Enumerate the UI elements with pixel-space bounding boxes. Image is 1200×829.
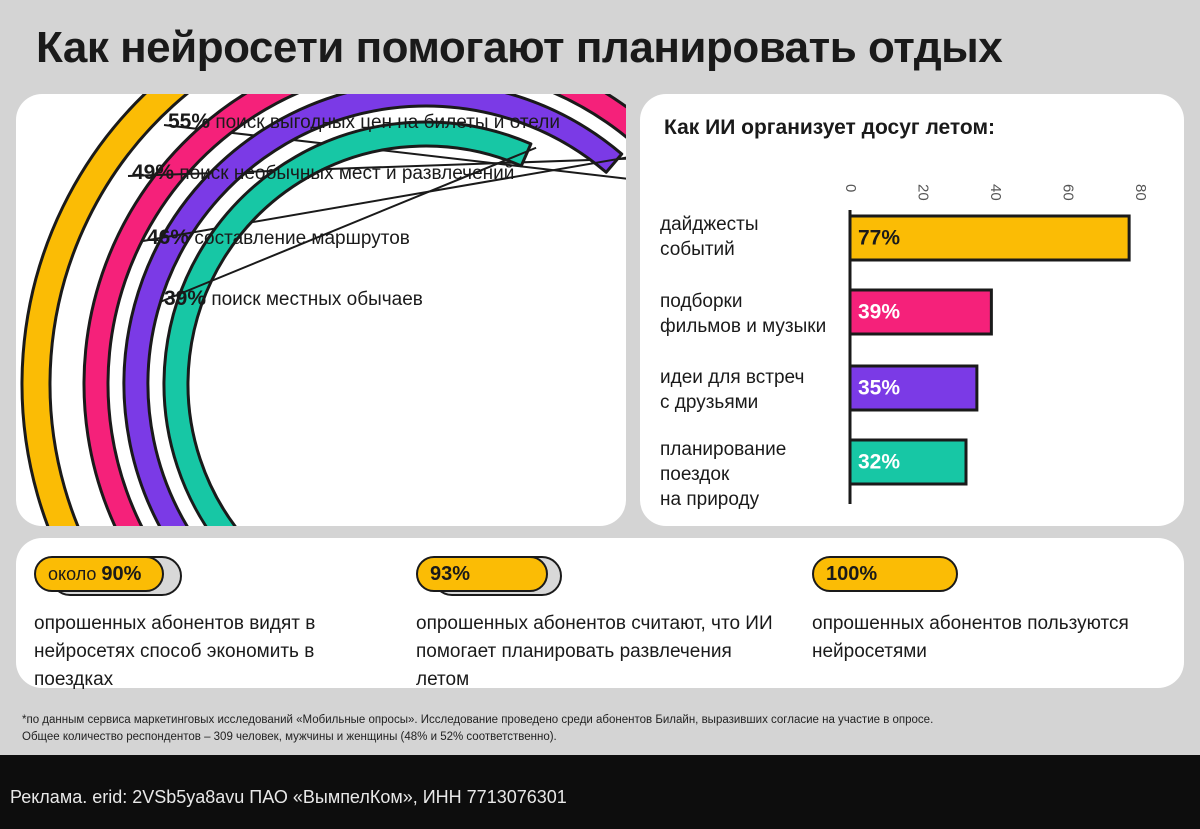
bar-value-label-3: 32% bbox=[858, 451, 900, 474]
stats-panel: около 90% опрошенных абонентов видят в н… bbox=[16, 538, 1184, 690]
bar-chart-title: Как ИИ организует досуг летом: bbox=[664, 116, 996, 139]
axis-tick-3: 60 bbox=[1060, 184, 1077, 201]
stat-value-2: 100% bbox=[826, 562, 878, 585]
radial-chart-panel: 55% поиск выгодных цен на билеты и отели… bbox=[16, 94, 626, 526]
bar-category-1: подборки фильмов и музыки bbox=[660, 291, 827, 337]
arc-text-3: поиск местных обычаев bbox=[211, 289, 423, 310]
ad-disclaimer: Реклама. erid: 2VSb5ya8avu ПАО «ВымпелКо… bbox=[10, 787, 567, 807]
arc-band-3 bbox=[162, 120, 533, 526]
arc-value-3: 39% bbox=[164, 287, 207, 310]
arc-band-1 bbox=[82, 94, 626, 526]
bar-chart-panel: Как ИИ организует досуг летом: 0 20 40 60 80… bbox=[640, 94, 1184, 526]
stat-card-2: 100% опрошенных абонентов пользуются ней… bbox=[812, 556, 1172, 666]
bar-2 bbox=[848, 364, 979, 412]
stat-card-1: 93% опрошенных абонентов считают, что ИИ… bbox=[416, 556, 776, 694]
page-title: Как нейросети помогают планировать отдых bbox=[36, 23, 1003, 72]
arc-band-0 bbox=[20, 94, 190, 526]
stat-text-2: опрошенных абонентов пользуются нейросет… bbox=[812, 613, 1129, 662]
bar-chart: 0 20 40 60 80 77% 39% 35% 32% bbox=[842, 184, 1149, 504]
stat-pill-0: около 90% bbox=[34, 556, 164, 592]
bar-value-label-2: 35% bbox=[858, 377, 900, 400]
arc-label-0: 55% поиск выгодных цен на билеты и отели bbox=[168, 111, 560, 134]
stat-pill-1: 93% bbox=[416, 556, 548, 592]
stat-prefix-0: около bbox=[48, 563, 97, 584]
radial-chart bbox=[20, 94, 626, 526]
stat-text-1: опрошенных абонентов считают, что ИИ пом… bbox=[416, 613, 773, 690]
bar-1 bbox=[848, 288, 993, 336]
axis-tick-1: 20 bbox=[915, 184, 932, 201]
bar-value-label-0: 77% bbox=[858, 227, 900, 250]
arc-band-2 bbox=[122, 94, 624, 526]
arc-value-2: 46% bbox=[147, 226, 190, 249]
arc-text-2: составление маршрутов bbox=[194, 228, 410, 249]
arc-label-1: 49% поиск необычных мест и развлечений bbox=[132, 162, 514, 185]
arc-label-2: 46% составление маршрутов bbox=[147, 227, 410, 250]
arc-value-0: 55% bbox=[168, 110, 211, 133]
arc-text-1: поиск необычных мест и развлечений bbox=[179, 163, 515, 184]
stat-value-0: 90% bbox=[101, 562, 142, 585]
axis-tick-4: 80 bbox=[1132, 184, 1149, 201]
arc-value-1: 49% bbox=[132, 161, 175, 184]
bar-value-label-1: 39% bbox=[858, 301, 900, 324]
arc-text-0: поиск выгодных цен на билеты и отели bbox=[215, 112, 560, 133]
bar-3 bbox=[848, 438, 968, 486]
bar-category-0: дайджесты событий bbox=[660, 214, 759, 260]
footnote-line-1: *по данным сервиса маркетинговых исследо… bbox=[22, 714, 934, 726]
ad-bar: Реклама. erid: 2VSb5ya8avu ПАО «ВымпелКо… bbox=[0, 755, 1200, 829]
footnote: *по данным сервиса маркетинговых исследо… bbox=[22, 712, 1182, 746]
footnote-line-2: Общее количество респондентов – 309 чело… bbox=[22, 731, 557, 743]
bar-category-2: идеи для встреч с друзьями bbox=[660, 367, 805, 413]
axis-tick-2: 40 bbox=[987, 184, 1004, 201]
bar-0 bbox=[848, 214, 1131, 262]
axis-tick-0: 0 bbox=[842, 184, 859, 192]
stat-pill-2: 100% bbox=[812, 556, 958, 592]
stat-value-1: 93% bbox=[430, 562, 471, 585]
arc-label-3: 39% поиск местных обычаев bbox=[164, 288, 423, 311]
stat-card-0: около 90% опрошенных абонентов видят в н… bbox=[34, 556, 394, 694]
bar-category-3: планирование поездок на природу bbox=[660, 439, 787, 510]
arc-leader-3 bbox=[159, 146, 537, 303]
stat-text-0: опрошенных абонентов видят в нейросетях … bbox=[34, 613, 316, 690]
